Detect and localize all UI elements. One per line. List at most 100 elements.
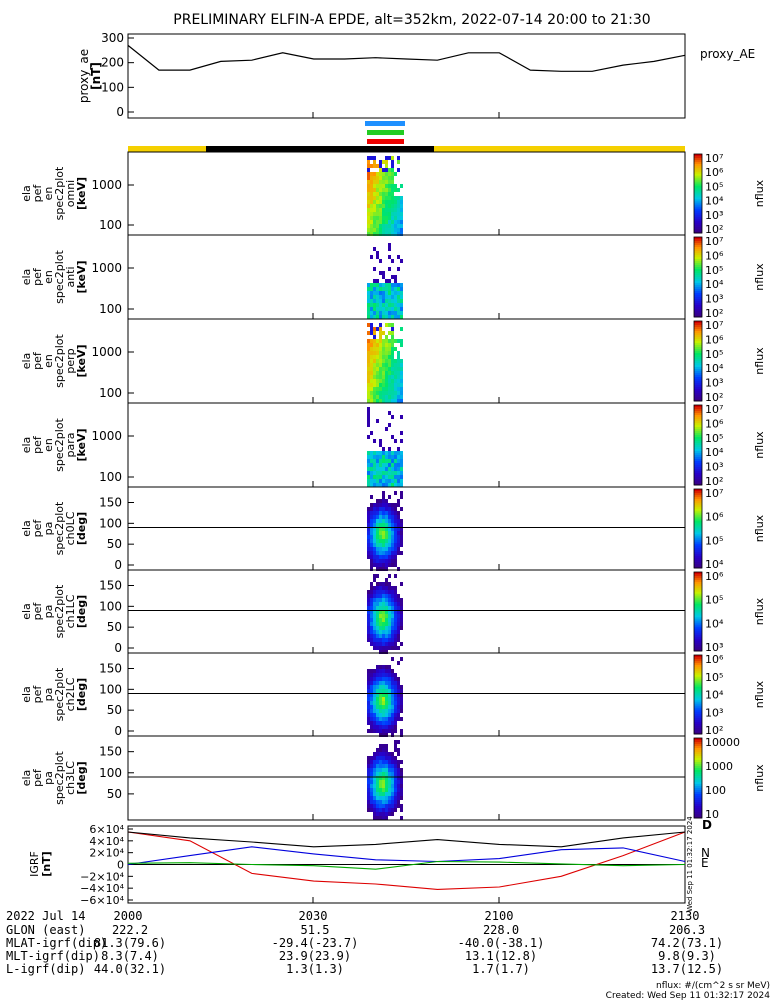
spectrogram-cell xyxy=(388,598,391,602)
orbit-row-value: 228.0 xyxy=(483,923,519,937)
colorbar-segment xyxy=(694,185,702,189)
colorbar-segment xyxy=(694,297,702,300)
ylabel-line: ela xyxy=(20,686,33,703)
spectrogram-cell xyxy=(367,467,370,471)
igrf-ylabel-2: [nT] xyxy=(40,851,53,876)
spectrogram-cell xyxy=(400,371,403,375)
spectrogram-cell xyxy=(397,594,400,598)
spectrogram-cell xyxy=(385,503,388,507)
spectrogram-cell xyxy=(367,415,370,419)
spectrogram-cell xyxy=(385,204,388,208)
spectrogram-cell xyxy=(400,463,403,467)
spectrogram-cell xyxy=(388,367,391,371)
spectrogram-cell xyxy=(394,586,397,590)
spectrogram-cell xyxy=(394,598,397,602)
colorbar-segment xyxy=(694,305,702,308)
spectrogram-cell xyxy=(379,812,382,816)
colorbar-segment xyxy=(694,459,702,462)
spectrogram-cell xyxy=(370,729,373,733)
spectrogram-cell xyxy=(400,387,403,391)
ylabel-line: spec2plot xyxy=(53,584,66,638)
spectrogram-cell xyxy=(385,459,388,463)
spectrogram-cell xyxy=(397,677,400,681)
ae-ytick-label: 100 xyxy=(101,80,124,94)
ylabel-line: pa xyxy=(42,522,55,536)
spectrogram-cell xyxy=(400,339,403,343)
spectrogram-cell xyxy=(379,780,382,784)
spectrogram-cell xyxy=(376,701,379,705)
spectrogram-cell xyxy=(385,184,388,188)
spectrogram-cell xyxy=(367,391,370,395)
spectrogram-cell xyxy=(373,291,376,295)
ytick-label: 50 xyxy=(107,703,122,717)
spectrogram-cell xyxy=(379,196,382,200)
orbit-row-value: 23.9(23.9) xyxy=(279,949,351,963)
panel-frame-ch2 xyxy=(127,652,686,737)
spectrogram-cell xyxy=(400,455,403,459)
spectrogram-cell xyxy=(400,483,403,487)
spectrogram-cell xyxy=(385,752,388,756)
spectrogram-cell xyxy=(394,721,397,725)
spectrogram-cell xyxy=(397,614,400,618)
spectrogram-cell xyxy=(385,582,388,586)
spectrogram-cell xyxy=(376,614,379,618)
spectrogram-cell xyxy=(370,582,373,586)
spectrogram-cell xyxy=(397,567,400,571)
spectrogram-cell xyxy=(388,172,391,176)
spectrogram-cell xyxy=(373,527,376,531)
colorbar-segment xyxy=(694,445,702,448)
colorbar-segment xyxy=(694,520,702,524)
spectrogram-cell xyxy=(388,208,391,212)
spectrogram-cell xyxy=(373,780,376,784)
ytick-label: 100 xyxy=(99,302,122,316)
colorbar-segment xyxy=(694,391,702,394)
spectrogram-cell xyxy=(376,196,379,200)
spectrogram-cell xyxy=(379,784,382,788)
spectrogram-cell xyxy=(376,475,379,479)
colorbar-segment xyxy=(694,433,702,436)
spectrogram-cell xyxy=(379,646,382,650)
spectrogram-cell xyxy=(400,717,403,721)
colorbar-segment xyxy=(694,359,702,362)
spectrogram-cell xyxy=(388,220,391,224)
spectrogram-cell xyxy=(376,212,379,216)
colorbar-segment xyxy=(694,367,702,370)
colorbar-segment xyxy=(694,750,702,753)
spectrogram-cell xyxy=(373,756,376,760)
ae-series-label: proxy_AE xyxy=(700,47,755,61)
spectrogram-cell xyxy=(394,701,397,705)
spectrogram-cell xyxy=(388,539,391,543)
spectrogram-cell xyxy=(373,622,376,626)
spectrogram-cell xyxy=(382,784,385,788)
colorbar-segment xyxy=(694,295,702,298)
spectrogram-cell xyxy=(397,379,400,383)
spectrogram-cell xyxy=(397,232,400,236)
colorbar-segment xyxy=(694,528,702,531)
spectrogram-cell xyxy=(373,729,376,733)
spectrogram-cell xyxy=(382,551,385,555)
spectrogram-cell xyxy=(385,563,388,567)
spectrogram-cell xyxy=(391,391,394,395)
spectrogram-cell xyxy=(367,729,370,733)
spectrogram-cell xyxy=(394,796,397,800)
spectrogram-cell xyxy=(394,383,397,387)
spectrogram-cell xyxy=(385,634,388,638)
spectrogram-cell xyxy=(391,626,394,630)
spectrogram-cell xyxy=(373,626,376,630)
spectrogram-cell xyxy=(388,638,391,642)
spectrogram-cell xyxy=(388,188,391,192)
spectrogram-cell xyxy=(382,351,385,355)
colorbar-segment xyxy=(694,369,702,372)
colorbar-segment xyxy=(694,688,702,692)
spectrogram-cell xyxy=(379,379,382,383)
colorbar-segment xyxy=(694,662,702,666)
colorbar-segment xyxy=(694,496,702,500)
spectrogram-panel-ch3 xyxy=(367,740,403,820)
spectrogram-cell xyxy=(370,200,373,204)
colorbar-segment xyxy=(694,311,702,314)
spectrogram-cell xyxy=(385,555,388,559)
spectrogram-cell xyxy=(379,705,382,709)
spectrogram-cell xyxy=(373,399,376,403)
spectrogram-cell xyxy=(379,507,382,511)
spectrogram-cell xyxy=(367,347,370,351)
